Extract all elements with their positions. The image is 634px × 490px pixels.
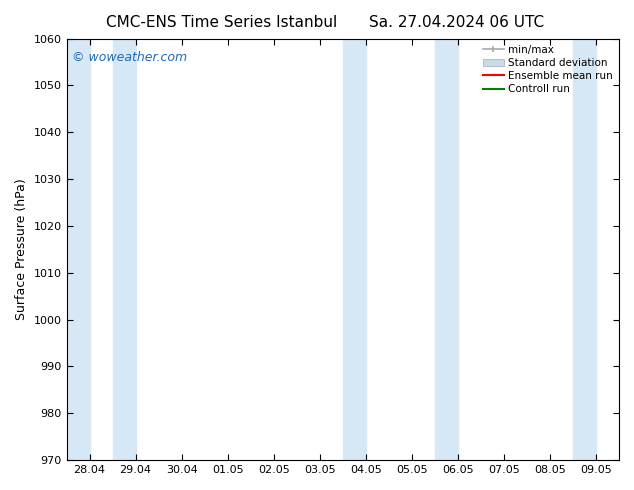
- Text: CMC-ENS Time Series Istanbul: CMC-ENS Time Series Istanbul: [107, 15, 337, 30]
- Bar: [573, 39, 596, 460]
- Bar: [343, 39, 366, 460]
- Text: © woweather.com: © woweather.com: [72, 51, 187, 64]
- Bar: [113, 39, 136, 460]
- Bar: [67, 39, 89, 460]
- Text: Sa. 27.04.2024 06 UTC: Sa. 27.04.2024 06 UTC: [369, 15, 544, 30]
- Legend: min/max, Standard deviation, Ensemble mean run, Controll run: min/max, Standard deviation, Ensemble me…: [479, 41, 617, 98]
- Y-axis label: Surface Pressure (hPa): Surface Pressure (hPa): [15, 178, 28, 320]
- Bar: [435, 39, 458, 460]
